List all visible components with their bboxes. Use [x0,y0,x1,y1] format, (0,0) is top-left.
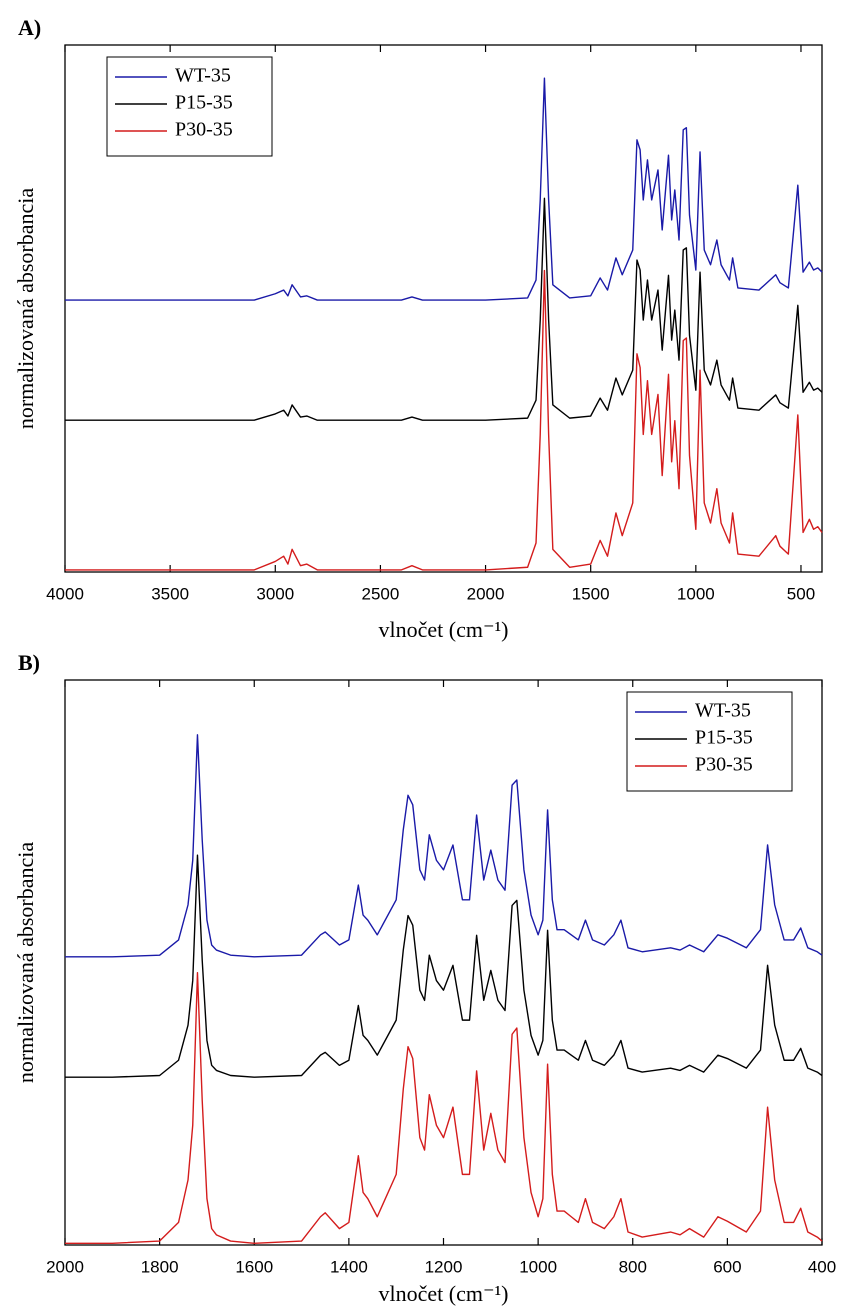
x-tick-label: 600 [713,1257,741,1276]
x-tick-label: 1600 [235,1257,273,1276]
spectrum-line [65,269,823,571]
x-tick-label: 1400 [330,1257,368,1276]
legend-label: P30-35 [175,119,233,141]
spectrum-line [65,77,823,301]
x-axis-label: vlnočet (cm⁻¹) [379,617,509,642]
y-axis-label: normalizovaná absorbancia [13,842,38,1084]
spectrum-line [65,197,823,421]
legend-label: P15-35 [695,727,753,749]
legend-box [106,56,273,157]
x-tick-label: 1000 [677,584,715,603]
panel-label: B) [18,650,40,675]
x-tick-label: 3000 [256,584,294,603]
legend-label: WT-35 [175,65,231,87]
spectrum-line [65,971,823,1245]
x-tick-label: 1200 [425,1257,463,1276]
x-tick-label: 3500 [151,584,189,603]
x-tick-label: 2000 [46,1257,84,1276]
legend-label: P30-35 [695,754,753,776]
x-axis-label: vlnočet (cm⁻¹) [379,1281,509,1306]
legend-label: WT-35 [695,700,751,722]
x-tick-label: 400 [808,1257,836,1276]
x-tick-label: 1500 [572,584,610,603]
y-axis-label: normalizovaná absorbancia [13,188,38,430]
panel-label: A) [18,15,41,40]
x-tick-label: 2500 [362,584,400,603]
x-tick-label: 500 [787,584,815,603]
x-tick-label: 1000 [519,1257,557,1276]
legend-label: P15-35 [175,92,233,114]
x-tick-label: 1800 [141,1257,179,1276]
x-tick-label: 800 [619,1257,647,1276]
legend-box [626,691,793,792]
x-tick-label: 2000 [467,584,505,603]
spectrum-line [65,734,823,958]
plot-frame [64,44,823,573]
x-tick-label: 4000 [46,584,84,603]
spectrum-line [65,854,823,1078]
